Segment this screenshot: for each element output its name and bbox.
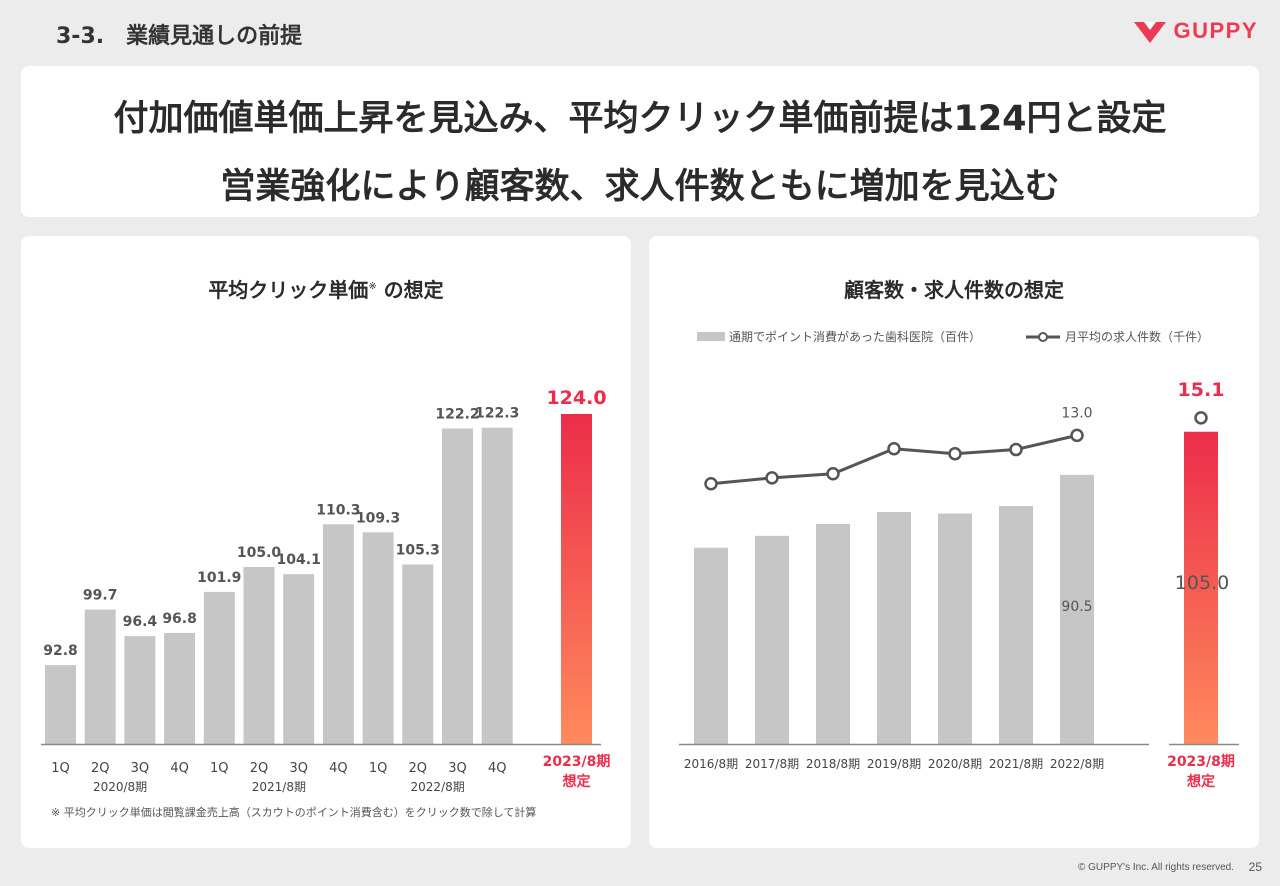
- customers-panel: 顧客数・求人件数の想定 通期でポイント消費があった歯科医院（百件） 月平均の求人…: [649, 236, 1259, 848]
- bar: [203, 591, 235, 744]
- click-price-panel: 平均クリック単価※ の想定 92.8 1Q 99.7 2Q 96.4 3Q 96.8 4Q 10…: [21, 236, 631, 848]
- category-label: 1Q: [369, 761, 388, 776]
- category-label: 4Q: [170, 761, 189, 776]
- company-logo: GUPPY: [1133, 18, 1258, 44]
- click-price-chart-title: 平均クリック単価※ の想定: [21, 274, 631, 303]
- data-label: 110.3: [316, 502, 360, 518]
- forecast-category-label: 想定: [562, 773, 591, 790]
- customers-chart: 2016/8期 2017/8期 2018/8期 2019/8期 2020/8期 2021/…: [679, 379, 1239, 790]
- legend-line-swatch: [1026, 331, 1060, 342]
- category-label: 2021/8期: [989, 757, 1043, 771]
- forecast-category-label: 2023/8期: [543, 754, 611, 770]
- data-label: 105.3: [396, 543, 440, 559]
- bar: [84, 609, 116, 744]
- data-label: 122.2: [435, 406, 479, 422]
- data-label: 96.4: [123, 614, 158, 630]
- line-point: [704, 476, 718, 491]
- click-price-chart: 92.8 1Q 99.7 2Q 96.4 3Q 96.8 4Q 101.9 1Q 105.0 2Q 10…: [41, 387, 611, 794]
- headline-line-2: 営業強化により顧客数、求人件数ともに増加を見込む: [220, 167, 1060, 207]
- bar: [816, 523, 850, 744]
- bar: [938, 513, 972, 744]
- bar: [124, 636, 156, 744]
- bar: [694, 547, 728, 744]
- category-label: 2Q: [409, 761, 428, 776]
- click-price-title-text: 平均クリック単価: [208, 278, 369, 302]
- category-label: 2017/8期: [745, 757, 799, 771]
- category-label: 3Q: [289, 761, 308, 776]
- bar: [402, 564, 434, 744]
- category-label: 4Q: [329, 761, 348, 776]
- bar: [1184, 431, 1218, 744]
- bar: [362, 532, 394, 744]
- copyright: © GUPPY's Inc. All rights reserved.: [1078, 862, 1234, 873]
- guppy-logo-icon: [1134, 22, 1167, 43]
- forecast-category-label: 想定: [1186, 773, 1215, 790]
- category-label: 2018/8期: [806, 757, 860, 771]
- legend-item-line: 月平均の求人件数（千件）: [1025, 328, 1209, 345]
- line-point: [826, 466, 840, 481]
- click-price-footnote: ※ 平均クリック単価は閲覧課金売上高（スカウトのポイント消費含む）をクリック数で…: [51, 806, 537, 819]
- legend-line-label: 月平均の求人件数（千件）: [1065, 330, 1210, 344]
- bar: [877, 512, 911, 744]
- headline-line-1: 付加価値単価上昇を見込み、平均クリック単価前提は124円と設定: [113, 99, 1167, 139]
- category-label: 2Q: [250, 761, 269, 776]
- category-label: 2Q: [91, 761, 110, 776]
- group-label: 2021/8期: [252, 780, 306, 794]
- bar: [442, 428, 473, 744]
- category-label: 2020/8期: [928, 757, 982, 771]
- logo-text: GUPPY: [1173, 18, 1258, 43]
- legend-bar-swatch: [697, 332, 725, 341]
- legend-bar-label: 通期でポイント消費があった歯科医院（百件）: [729, 330, 982, 344]
- headline-card: 付加価値単価上昇を見込み、平均クリック単価前提は124円と設定 営業強化により顧…: [21, 66, 1259, 217]
- bar: [45, 665, 76, 744]
- category-label: 1Q: [210, 761, 229, 776]
- line-point: [1070, 428, 1084, 443]
- category-label: 1Q: [51, 761, 70, 776]
- bar: [164, 632, 196, 744]
- line-point: [1009, 442, 1023, 457]
- click-price-title-mark: ※: [368, 281, 377, 292]
- bar: [561, 414, 592, 744]
- group-label: 2020/8期: [93, 780, 147, 794]
- customers-chart-title: 顧客数・求人件数の想定: [844, 278, 1064, 302]
- data-label: 105.0: [237, 545, 282, 561]
- bar: [1060, 474, 1094, 744]
- bar: [322, 524, 354, 744]
- data-label: 99.7: [83, 588, 118, 604]
- legend-item-bar: 通期でポイント消費があった歯科医院（百件）: [697, 328, 981, 345]
- data-label: 124.0: [546, 387, 606, 409]
- category-label: 2016/8期: [684, 757, 738, 771]
- bar: [243, 566, 275, 744]
- category-label: 4Q: [488, 761, 507, 776]
- click-price-title-suffix: の想定: [383, 278, 444, 302]
- category-label: 2022/8期: [1050, 757, 1104, 771]
- data-label: 122.3: [475, 406, 519, 422]
- page-number: 25: [1248, 860, 1262, 874]
- data-label: 104.1: [277, 552, 321, 568]
- line-point: [1194, 411, 1208, 425]
- data-label: 92.8: [43, 643, 78, 659]
- category-label: 3Q: [131, 761, 150, 776]
- line-data-label: 15.1: [1178, 379, 1225, 401]
- bar-data-label: 105.0: [1175, 572, 1229, 594]
- bar: [999, 506, 1033, 744]
- data-label: 101.9: [197, 570, 241, 586]
- data-label: 96.8: [162, 611, 197, 627]
- line-point: [948, 446, 962, 461]
- line-data-label: 13.0: [1061, 405, 1092, 421]
- line-point: [887, 441, 901, 456]
- line-point: [765, 471, 779, 485]
- bar-data-label: 90.5: [1061, 599, 1092, 615]
- bar: [283, 574, 315, 744]
- group-label: 2022/8期: [411, 780, 465, 794]
- category-label: 3Q: [448, 761, 467, 776]
- category-label: 2019/8期: [867, 757, 921, 771]
- bar: [481, 427, 513, 744]
- section-title: 3-3. 業績見通しの前提: [56, 24, 303, 49]
- data-label: 109.3: [356, 510, 400, 526]
- bar: [755, 535, 789, 744]
- forecast-category-label: 2023/8期: [1167, 754, 1235, 770]
